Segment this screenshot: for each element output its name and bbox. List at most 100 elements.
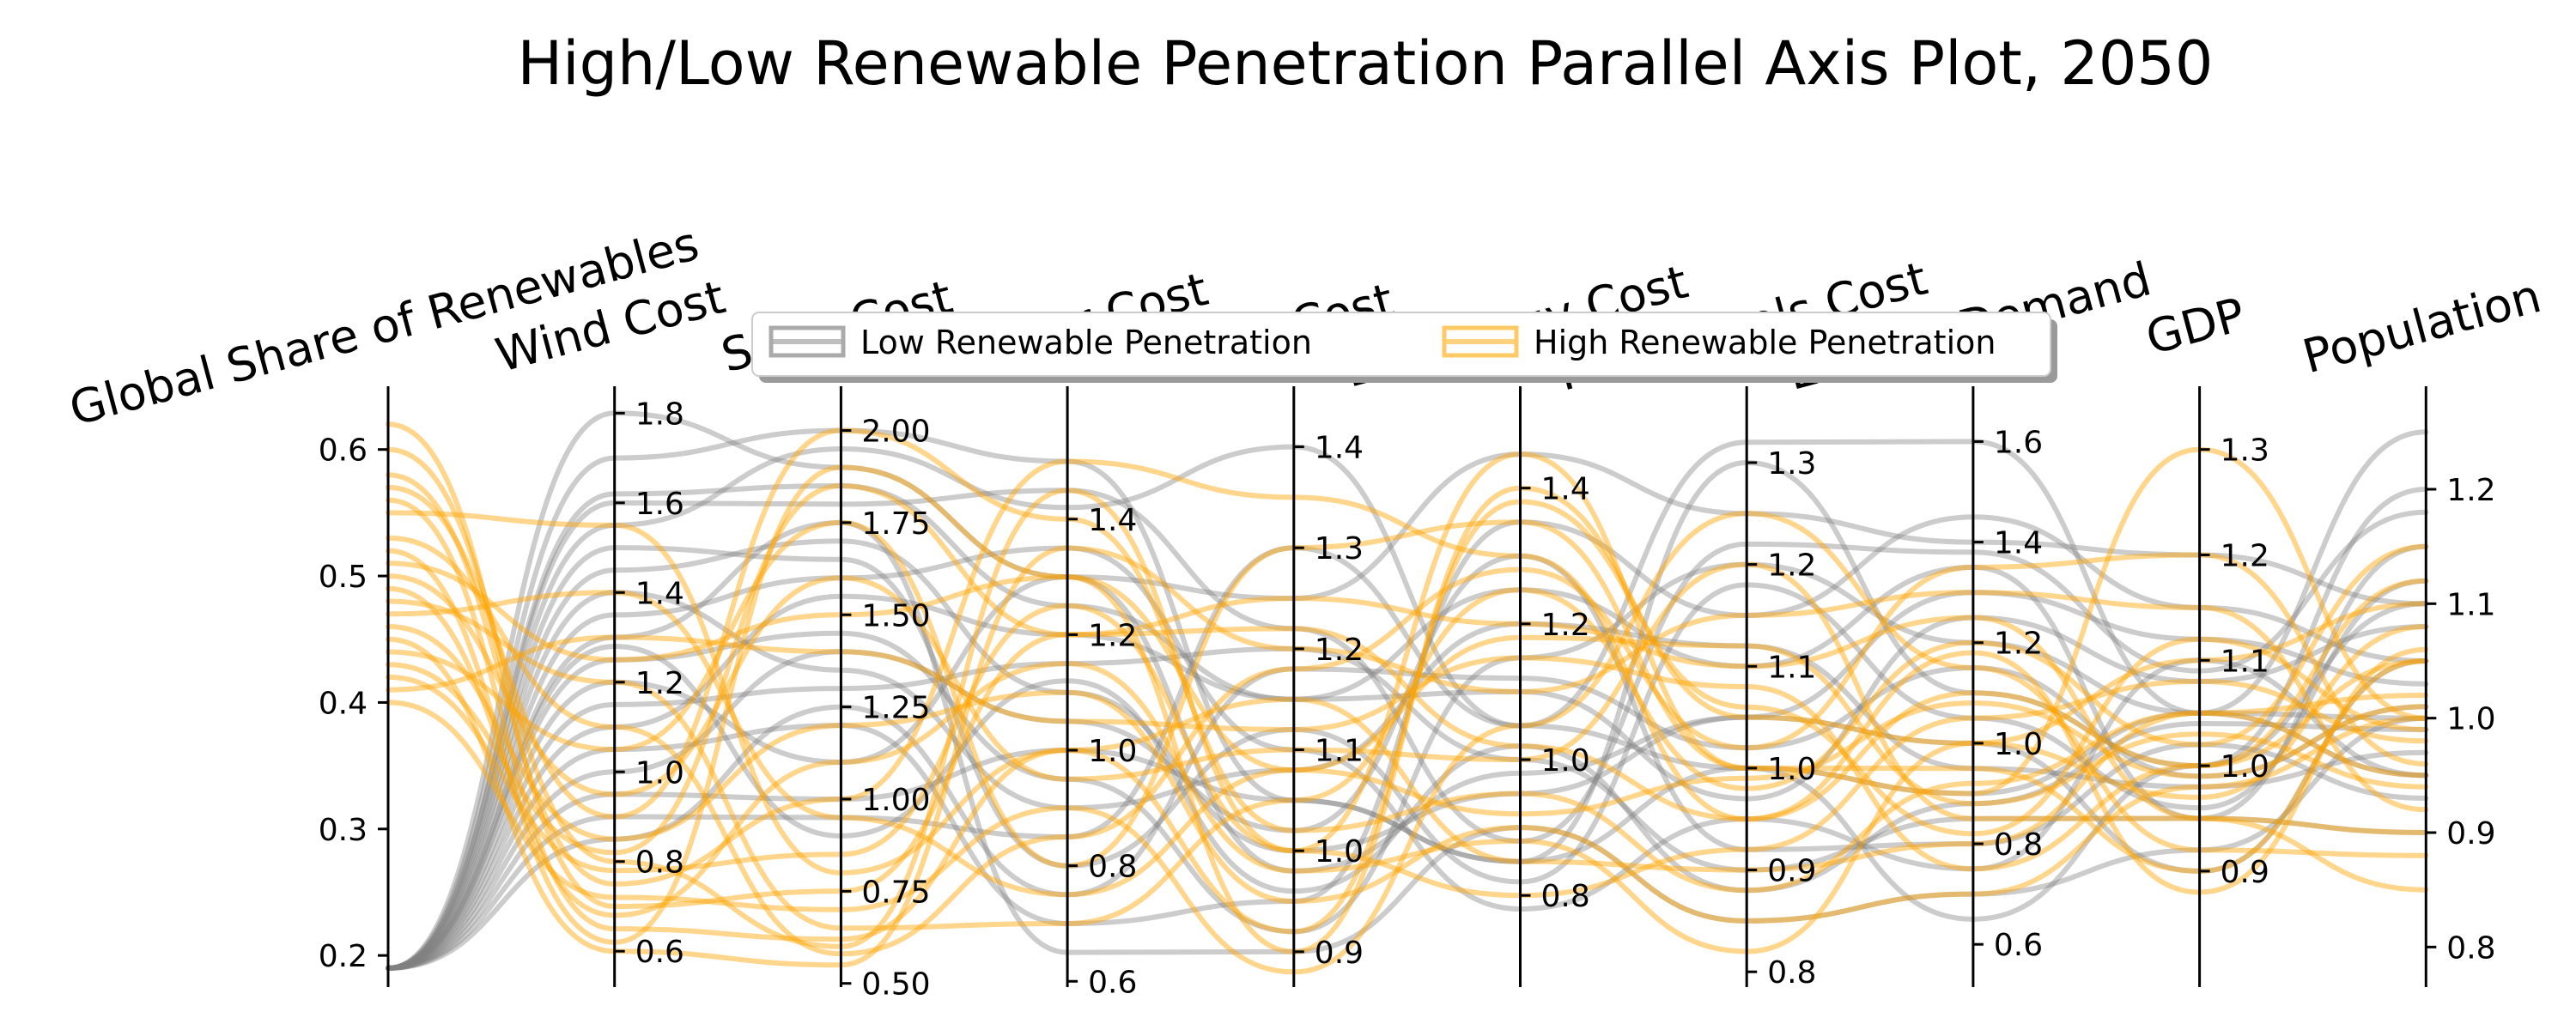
series-0-line-16: [386, 553, 2429, 971]
series-1-line-9: [386, 519, 2429, 874]
series-1-line-4: [386, 464, 2429, 954]
series-1-line-0: [386, 446, 2429, 949]
axis-6-tick-label-3: 1.1: [1767, 650, 1816, 685]
axis-1-tick-label-2: 1.0: [635, 755, 684, 791]
axis-5-tick-label-0: 0.8: [1541, 879, 1590, 914]
series-0-line-8: [386, 514, 2429, 971]
axis-3-tick-label-2: 1.0: [1088, 734, 1137, 769]
axis-1-tick-label-4: 1.4: [635, 576, 684, 611]
series-1-line-19: [386, 560, 2429, 817]
axis-8-tick-label-0: 0.9: [2221, 855, 2269, 890]
series-0-line-19: [386, 644, 2429, 971]
series-0-line-9: [386, 460, 2429, 971]
axis-5-tick-label-1: 1.0: [1541, 743, 1590, 779]
axis-name-8: GDP: [2141, 288, 2251, 366]
axis-4-tick-label-1: 1.0: [1315, 834, 1364, 869]
series-1-line-8: [386, 545, 2429, 968]
series-1-line-18: [386, 497, 2429, 942]
axis-4-tick-label-3: 1.2: [1315, 633, 1364, 668]
axis-9-tick-label-1: 0.9: [2446, 816, 2495, 851]
axis-2-tick-label-4: 1.50: [861, 598, 930, 633]
series-0-line-6: [386, 561, 2429, 971]
series-0-line-18: [386, 665, 2429, 971]
axis-6-tick-label-2: 1.0: [1767, 752, 1816, 787]
series-1-line-10: [386, 603, 2429, 899]
series-0-line-11: [386, 519, 2429, 971]
axis-8-tick-label-1: 1.0: [2221, 749, 2269, 785]
series-0-line-10: [386, 545, 2429, 971]
series-0-line-7: [386, 645, 2429, 971]
axis-3-tick-label-3: 1.2: [1088, 618, 1137, 653]
axis-4-tick-label-4: 1.3: [1315, 531, 1364, 566]
axis-3-tick-label-0: 0.6: [1088, 965, 1137, 1000]
series-1-line-14: [386, 535, 2429, 957]
series-1-line-17: [386, 483, 2429, 895]
axis-3-tick-label-4: 1.4: [1088, 503, 1137, 538]
axis-5-tick-label-3: 1.4: [1541, 472, 1590, 507]
series-1-line-16: [386, 590, 2429, 898]
axis-2-tick-label-1: 0.75: [861, 875, 930, 910]
axis-2-tick-label-5: 1.75: [861, 506, 930, 542]
axis-name-9: Population: [2297, 269, 2546, 384]
series-1-line-5: [386, 561, 2429, 893]
series-0-line-15: [386, 545, 2429, 971]
series-0-line-2: [386, 427, 2429, 971]
axis-9-tick-label-3: 1.1: [2446, 587, 2495, 622]
axis-1-tick-label-5: 1.6: [635, 487, 684, 522]
axis-0-tick-label-4: 0.6: [319, 433, 368, 469]
legend-label-low: Low Renewable Penetration: [860, 324, 1312, 361]
series-1-line-3: [386, 510, 2429, 876]
axis-8-tick-label-3: 1.2: [2221, 538, 2269, 573]
series-0-line-17: [386, 488, 2429, 971]
axis-1-tick-label-6: 1.8: [635, 397, 684, 432]
axis-8-tick-label-2: 1.1: [2221, 644, 2269, 679]
series-0-line-4: [386, 538, 2429, 971]
axis-0-tick-label-0: 0.2: [319, 939, 368, 974]
axis-4-tick-label-5: 1.4: [1315, 431, 1364, 466]
axis-9-tick-label-0: 0.8: [2446, 930, 2495, 966]
axis-6-tick-label-0: 0.8: [1767, 955, 1816, 991]
axis-0-tick-label-3: 0.5: [319, 560, 368, 595]
axis-2-tick-label-3: 1.25: [861, 691, 930, 726]
axis-9-tick-label-2: 1.0: [2446, 702, 2495, 737]
axis-6-tick-label-4: 1.2: [1767, 548, 1816, 584]
series-1-line-6: [386, 543, 2429, 931]
series-1-line-7: [386, 624, 2429, 924]
axis-2-tick-label-2: 1.00: [861, 783, 930, 818]
series-1-line-11: [386, 578, 2429, 872]
axis-1-tick-label-3: 1.2: [635, 666, 684, 701]
legend-swatch-low-box: [769, 325, 846, 358]
axis-7-tick-label-5: 1.6: [1994, 425, 2043, 460]
series-0-line-14: [386, 574, 2429, 971]
axis-7-tick-label-2: 1.0: [1994, 727, 2043, 762]
axis-4-tick-label-2: 1.1: [1315, 734, 1364, 769]
axis-0-tick-label-1: 0.3: [319, 813, 368, 848]
axis-3-tick-label-1: 0.8: [1088, 850, 1137, 885]
axis-2-tick-label-0: 0.50: [861, 967, 930, 1003]
chart-title: High/Low Renewable Penetration Parallel …: [518, 28, 2214, 99]
axis-7-tick-label-4: 1.4: [1994, 526, 2043, 561]
axis-4-tick-label-0: 0.9: [1315, 936, 1364, 971]
series-1-line-13: [386, 427, 2429, 894]
legend-swatch-high-box: [1442, 325, 1519, 358]
axis-9-tick-label-4: 1.2: [2446, 473, 2495, 508]
series-1-line-2: [386, 458, 2429, 887]
series-1-line-1: [386, 421, 2429, 909]
series-0-line-5: [386, 545, 2429, 971]
series-0-line-13: [386, 590, 2429, 971]
axis-1-tick-label-1: 0.8: [635, 845, 684, 881]
series-0-line-0: [386, 429, 2429, 971]
axis-5-tick-label-2: 1.2: [1541, 608, 1590, 643]
series-0-line-3: [386, 483, 2429, 971]
series-1-line-15: [386, 585, 2429, 954]
axis-7-tick-label-1: 0.8: [1994, 827, 2043, 863]
axis-2-tick-label-6: 2.00: [861, 415, 930, 450]
axes-layer: 0.2 0.3 0.4 0.5 0.6 0.6 0.8 1.0 1.2 1.4 1.6 1.8 0.50…: [319, 386, 2496, 1003]
lines-layer: [386, 410, 2429, 975]
axis-8-tick-label-4: 1.3: [2221, 433, 2269, 469]
axis-1-tick-label-0: 0.6: [635, 935, 684, 970]
chart-legend: Low Renewable Penetration High Renewable…: [751, 312, 2057, 383]
axis-6-tick-label-5: 1.3: [1767, 446, 1816, 482]
legend-label-high: High Renewable Penetration: [1534, 324, 1996, 361]
